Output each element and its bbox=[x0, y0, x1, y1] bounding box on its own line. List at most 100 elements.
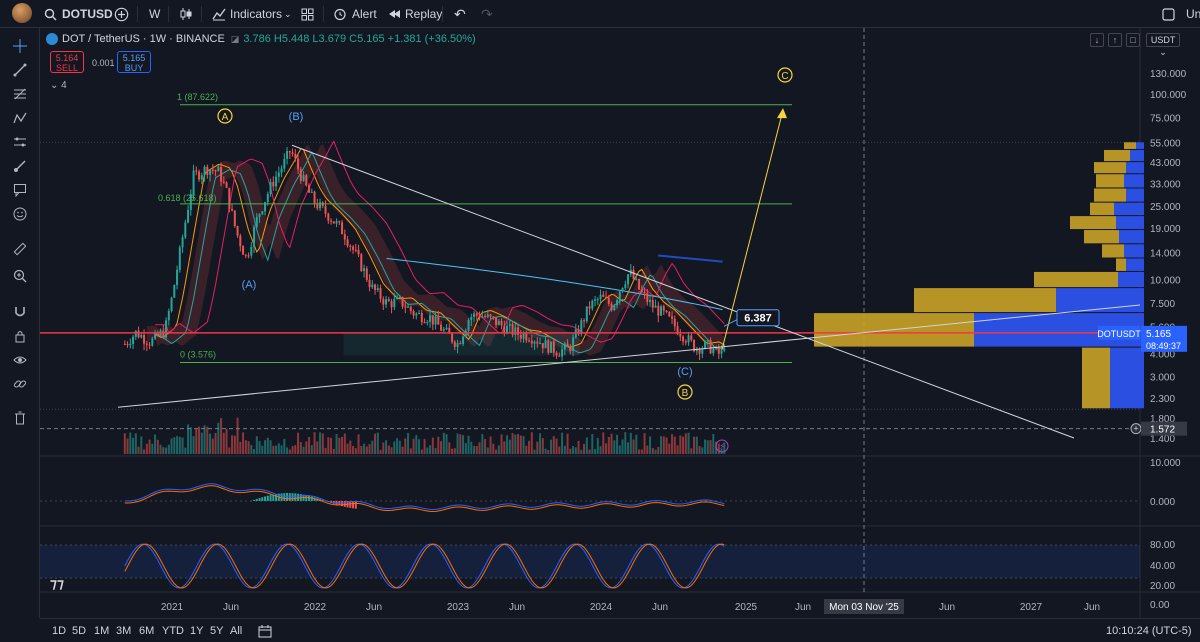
move-up-button[interactable]: ↑ bbox=[1108, 33, 1122, 47]
range-button-5y[interactable]: 5Y bbox=[210, 625, 224, 637]
chevron-down-icon[interactable]: ⌄ bbox=[284, 8, 292, 19]
link-tool[interactable] bbox=[12, 376, 28, 392]
volume-bar bbox=[635, 434, 638, 454]
profile-bar-blue bbox=[1126, 162, 1144, 174]
icon-tool[interactable] bbox=[12, 206, 28, 222]
macd-histogram-bar bbox=[272, 494, 275, 501]
range-button-1m[interactable]: 1M bbox=[94, 625, 110, 637]
candle-body bbox=[453, 341, 456, 347]
candle-body bbox=[478, 315, 481, 318]
candle-body bbox=[673, 318, 676, 327]
trendline-tool[interactable] bbox=[12, 62, 28, 78]
buy-label: BUY bbox=[124, 63, 144, 73]
volume-bar bbox=[200, 432, 203, 454]
forecast-tool[interactable] bbox=[12, 134, 28, 150]
replay-button[interactable]: Replay bbox=[387, 0, 442, 28]
candle-body bbox=[547, 340, 550, 353]
candle-body bbox=[187, 209, 190, 223]
trendline-icon bbox=[13, 63, 27, 77]
maximize-pane-button[interactable]: □ bbox=[1126, 33, 1140, 47]
avatar[interactable] bbox=[12, 3, 32, 23]
fullscreen-button[interactable] bbox=[1162, 0, 1175, 28]
volume-bar bbox=[233, 435, 236, 454]
candle-body bbox=[211, 169, 214, 171]
candle-body bbox=[192, 170, 195, 195]
candle-body bbox=[242, 246, 245, 255]
delete-tool[interactable] bbox=[12, 410, 28, 426]
indicators-collapse[interactable]: ⌄ 4 bbox=[50, 80, 67, 91]
event-marker bbox=[715, 439, 729, 453]
layout-button[interactable] bbox=[301, 0, 314, 28]
crosshair-tool[interactable] bbox=[12, 38, 28, 54]
range-button-all[interactable]: All bbox=[230, 625, 243, 637]
volume-bar bbox=[165, 447, 168, 454]
compare-button[interactable] bbox=[114, 0, 129, 28]
pattern-tool[interactable] bbox=[12, 110, 28, 126]
legend-title[interactable]: DOT / TetherUS · 1W · BINANCE bbox=[62, 33, 225, 45]
range-button-1d[interactable]: 1D bbox=[52, 625, 67, 637]
ascending-trendline bbox=[117, 304, 1141, 408]
volume-bar bbox=[137, 446, 140, 454]
candle-body bbox=[464, 330, 467, 337]
profile-bar-gold bbox=[1034, 271, 1118, 288]
volume-bar bbox=[382, 442, 385, 454]
buy-button[interactable]: 5.165 BUY bbox=[117, 51, 151, 73]
candle-body bbox=[335, 221, 338, 224]
sell-button[interactable]: 5.164 SELL bbox=[50, 51, 84, 73]
volume-bar bbox=[178, 436, 181, 454]
candle-body bbox=[236, 226, 239, 236]
move-down-button[interactable]: ↓ bbox=[1090, 33, 1104, 47]
brush-tool[interactable] bbox=[12, 158, 28, 174]
alert-button[interactable]: Alert bbox=[333, 0, 377, 28]
volume-bar bbox=[533, 449, 536, 454]
range-button-6m[interactable]: 6M bbox=[139, 625, 155, 637]
range-button-5d[interactable]: 5D bbox=[72, 625, 87, 637]
zoom-tool[interactable] bbox=[12, 268, 28, 284]
candle-body bbox=[456, 343, 459, 347]
range-button-ytd[interactable]: YTD bbox=[162, 625, 184, 637]
lock-tool[interactable] bbox=[12, 328, 28, 344]
fib-tool[interactable] bbox=[12, 86, 28, 102]
macd-histogram-bar bbox=[352, 501, 355, 509]
undo-button[interactable]: ↶ bbox=[454, 0, 466, 28]
target-box bbox=[736, 309, 780, 327]
projection-line bbox=[721, 109, 784, 350]
indicators-button[interactable]: Indicators bbox=[212, 0, 282, 28]
time-axis-label: Jun bbox=[509, 602, 525, 613]
profile-bar-blue bbox=[1126, 258, 1144, 271]
redo-button[interactable]: ↷ bbox=[481, 0, 493, 28]
volume-bar bbox=[717, 443, 720, 454]
range-button-1y[interactable]: 1Y bbox=[190, 625, 204, 637]
unnamed-layout-button[interactable]: Un bbox=[1186, 7, 1200, 21]
volume-bar bbox=[528, 440, 531, 454]
visibility-toggle-icon[interactable]: ◪ bbox=[230, 33, 240, 44]
coin-icon bbox=[46, 33, 58, 45]
time-axis-label: Jun bbox=[366, 602, 382, 613]
date-range-button[interactable] bbox=[258, 625, 272, 641]
symbol-search[interactable]: DOTUSD bbox=[44, 0, 113, 28]
currency-selector[interactable]: USDT ⌄ bbox=[1146, 33, 1180, 57]
chart-area[interactable]: 1 (87.622) 0.618 (25.618) 0 (3.576) 6.387 A B… bbox=[40, 28, 1200, 618]
candle-body bbox=[398, 296, 401, 298]
countdown-value: 08:49:37 bbox=[1146, 341, 1181, 351]
volume-bar bbox=[220, 418, 223, 454]
volume-bar bbox=[184, 447, 187, 454]
measure-tool[interactable] bbox=[12, 241, 28, 257]
volume-bar bbox=[687, 432, 690, 454]
volume-bar bbox=[319, 432, 322, 454]
text-tool[interactable] bbox=[12, 182, 28, 198]
candle-body bbox=[585, 306, 588, 322]
visibility-tool[interactable] bbox=[12, 352, 28, 368]
range-button-3m[interactable]: 3M bbox=[116, 625, 132, 637]
lock-icon bbox=[15, 331, 25, 343]
candle-body bbox=[401, 296, 404, 307]
magnet-tool[interactable] bbox=[12, 304, 28, 320]
clock[interactable]: 10:10:24 (UTC-5) bbox=[1106, 625, 1192, 637]
interval-button[interactable]: W bbox=[149, 7, 161, 21]
crosshair-icon bbox=[13, 39, 27, 53]
volume-bar bbox=[225, 428, 228, 454]
chart-type-button[interactable] bbox=[179, 0, 193, 28]
stoch-axis-label: 20.00 bbox=[1150, 581, 1175, 592]
volume-bar bbox=[275, 445, 278, 454]
candle-body bbox=[572, 337, 575, 351]
